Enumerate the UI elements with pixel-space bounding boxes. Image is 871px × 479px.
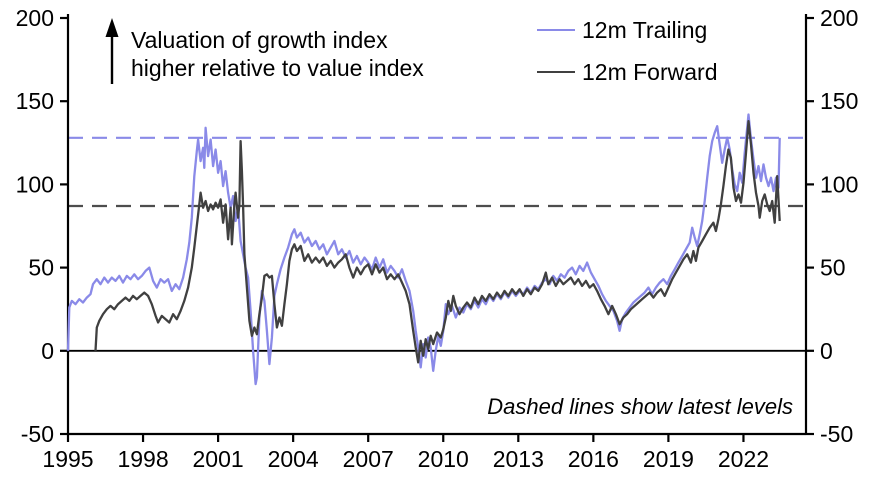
legend-label-forward: 12m Forward [582,58,718,85]
y-axis-tick-label-left: 50 [28,255,54,281]
chart-annotation: Valuation of growth index higher relativ… [131,26,424,82]
up-arrow-icon [105,18,119,37]
x-axis-tick-label: 2001 [193,446,244,472]
chart-footnote: Dashed lines show latest levels [487,394,793,419]
chart-legend: 12m Trailing 12m Forward [537,16,717,100]
x-axis-tick-label: 2010 [418,446,469,472]
x-axis-tick-label: 2016 [568,446,619,472]
y-axis-tick-label-left: 150 [16,88,54,114]
y-axis-tick-label-right: 0 [820,338,833,364]
y-axis-tick-label-left: -50 [21,421,54,447]
series-line-12m-forward [94,120,781,364]
y-axis-tick-label-right: 200 [820,5,858,31]
y-axis-tick-label-right: 150 [820,88,858,114]
y-axis-tick-label-right: -50 [820,421,853,447]
legend-item-forward: 12m Forward [537,58,717,86]
x-axis-tick-label: 2013 [493,446,544,472]
x-axis-tick-label: 2007 [343,446,394,472]
y-axis-tick-label-right: 50 [820,255,846,281]
y-axis-tick-label-right: 100 [820,171,858,197]
legend-item-trailing: 12m Trailing [537,16,717,44]
y-axis-tick-label-left: 200 [16,5,54,31]
x-axis-tick-label: 2022 [718,446,769,472]
x-axis-tick-label: 2019 [643,446,694,472]
y-axis-tick-label-left: 0 [41,338,54,364]
trailing-line-sample-icon [537,29,575,31]
x-axis-tick-label: 2004 [268,446,319,472]
annotation-line-1: Valuation of growth index [131,27,388,53]
y-axis-tick-label-left: 100 [16,171,54,197]
x-axis-tick-label: 1998 [117,446,168,472]
annotation-line-2: higher relative to value index [131,55,424,81]
series-line-12m-trailing [66,113,781,386]
legend-label-trailing: 12m Trailing [582,16,708,43]
x-axis-tick-label: 1995 [42,446,93,472]
forward-line-sample-icon [537,71,575,73]
